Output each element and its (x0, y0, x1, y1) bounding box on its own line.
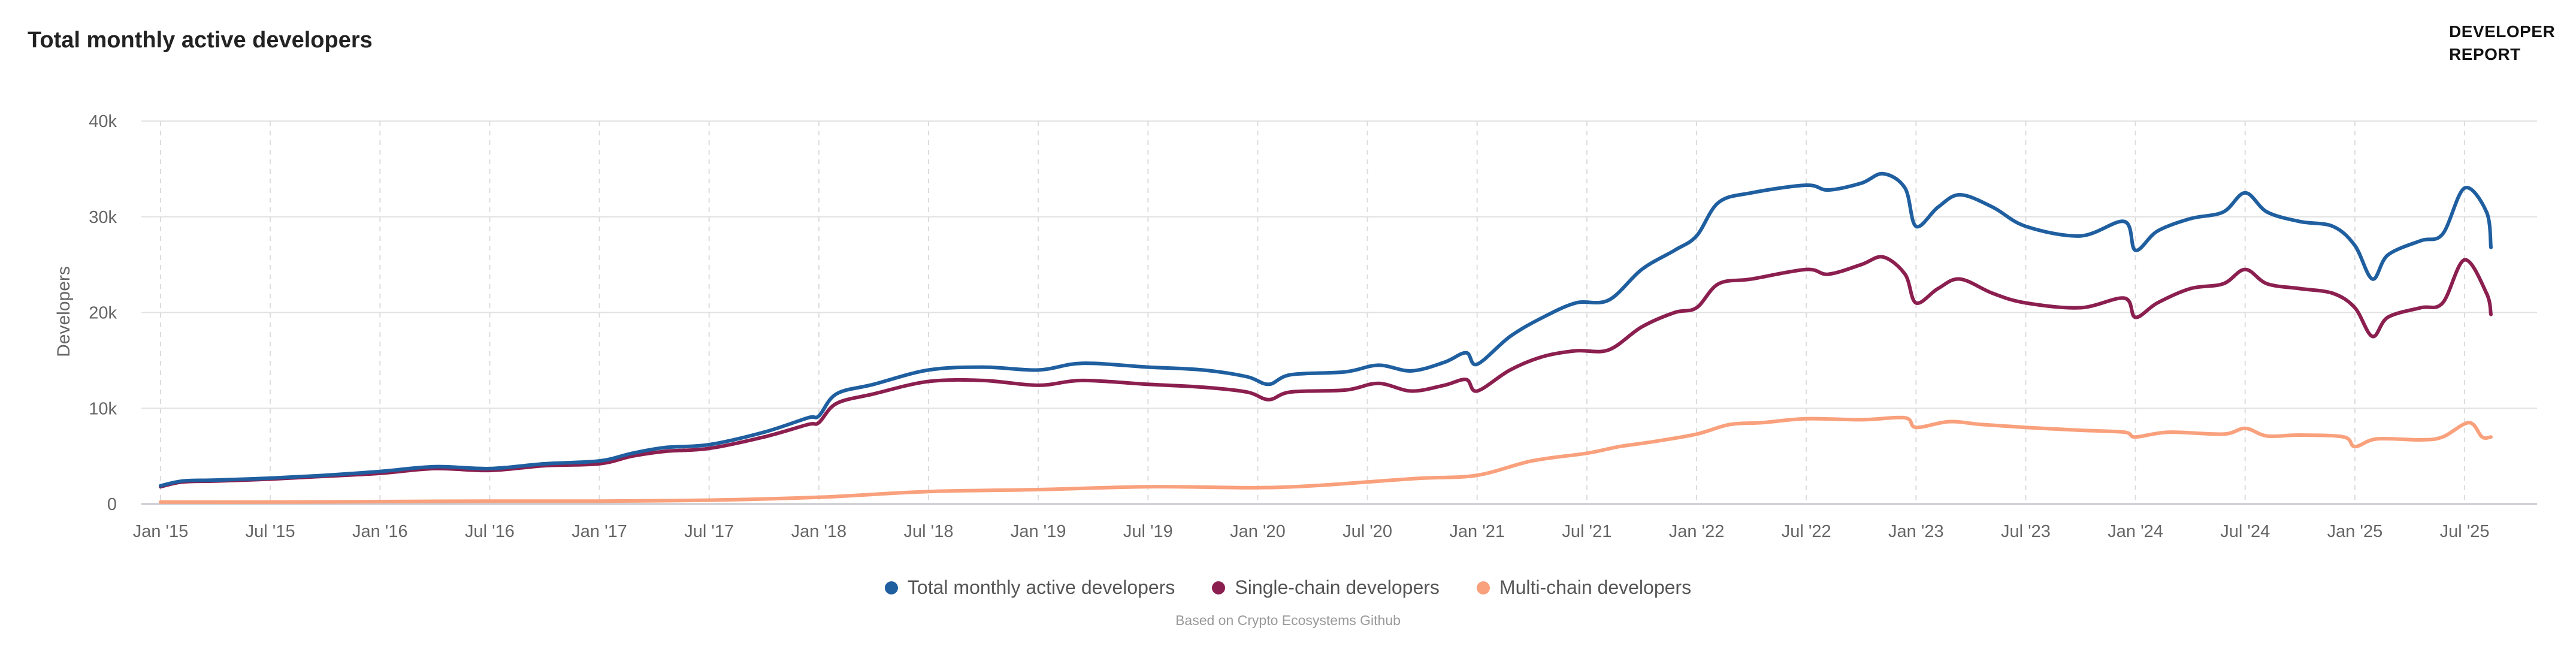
x-tick-label: Jul '19 (1123, 522, 1173, 541)
brand-logo: DEVELOPER REPORT (2449, 20, 2555, 66)
x-tick-label: Jul '20 (1343, 522, 1392, 541)
y-tick-label: 20k (89, 304, 117, 323)
y-tick-label: 40k (89, 112, 117, 131)
series-line-multi-chain-developers (159, 415, 2493, 504)
x-tick-label: Jul '23 (2001, 522, 2051, 541)
legend-item-single-chain-developers[interactable]: Single-chain developers (1212, 576, 1440, 599)
x-tick-label: Jan '16 (352, 522, 408, 541)
x-tick-label: Jan '19 (1011, 522, 1066, 541)
legend-label: Multi-chain developers (1499, 576, 1692, 598)
source-note: Based on Crypto Ecosystems Github (1175, 612, 1401, 628)
x-tick-label: Jul '17 (684, 522, 734, 541)
x-tick-label: Jan '24 (2108, 522, 2163, 541)
brand-line-1: DEVELOPER (2449, 22, 2556, 41)
x-tick-label: Jan '18 (791, 522, 847, 541)
chart-title: Total monthly active developers (28, 28, 373, 53)
y-tick-label: 30k (89, 208, 117, 227)
legend-label: Single-chain developers (1235, 576, 1440, 598)
x-tick-label: Jan '17 (572, 522, 627, 541)
legend-dot-icon (1212, 581, 1226, 594)
y-gridlines (141, 120, 2537, 505)
series-line-total-monthly-active-developers (159, 171, 2493, 488)
x-tick-label: Jul '16 (465, 522, 515, 541)
series-line-single-chain-developers (159, 255, 2493, 489)
y-tick-label: 10k (89, 399, 117, 418)
legend-label: Total monthly active developers (907, 576, 1175, 598)
brand-line-2: REPORT (2449, 45, 2521, 64)
y-axis-title: Developers (54, 266, 74, 357)
x-tick-label: Jul '15 (246, 522, 295, 541)
x-tick-label: Jan '21 (1449, 522, 1505, 541)
x-tick-label: Jan '25 (2327, 522, 2383, 541)
legend: Total monthly active developers Single-ch… (0, 576, 2576, 599)
legend-item-multi-chain-developers[interactable]: Multi-chain developers (1476, 576, 1692, 599)
y-tick-labels: 0 10k 20k 30k 40k (89, 112, 117, 514)
x-tick-label: Jul '18 (904, 522, 954, 541)
legend-item-total-monthly-active-developers[interactable]: Total monthly active developers (884, 576, 1175, 599)
x-tick-label: Jan '22 (1669, 522, 1725, 541)
x-tick-label: Jul '22 (1782, 522, 1831, 541)
x-gridlines (160, 121, 2466, 504)
x-tick-label: Jan '15 (133, 522, 189, 541)
series-lines (159, 171, 2493, 504)
x-tick-labels: Jan '15 Jul '15 Jan '16 Jul '16 Jan '17 Jul '… (133, 522, 2490, 541)
legend-dot-icon (1476, 581, 1490, 594)
legend-dot-icon (884, 581, 898, 594)
x-tick-label: Jan '20 (1230, 522, 1286, 541)
y-tick-label: 0 (107, 495, 117, 514)
x-tick-label: Jan '23 (1888, 522, 1944, 541)
x-tick-label: Jul '25 (2440, 522, 2490, 541)
x-tick-label: Jul '24 (2220, 522, 2270, 541)
x-tick-label: Jul '21 (1562, 522, 1611, 541)
